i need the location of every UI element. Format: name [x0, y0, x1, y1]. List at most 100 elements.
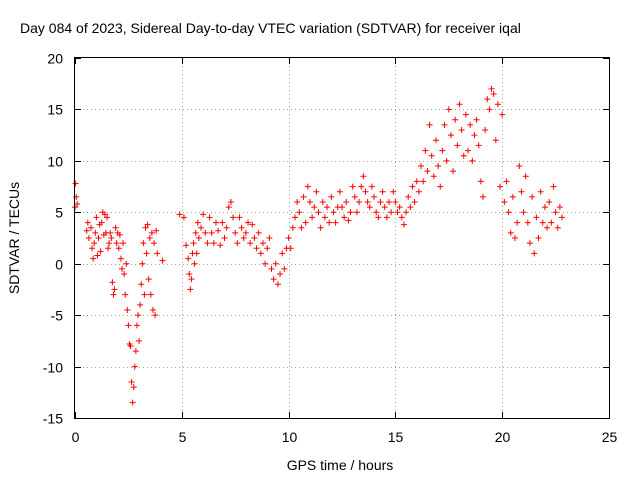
data-point — [313, 188, 320, 195]
data-point — [503, 178, 510, 185]
data-point — [105, 245, 112, 252]
data-point — [501, 199, 508, 205]
data-point — [249, 221, 256, 228]
data-point — [132, 348, 139, 355]
data-point — [144, 221, 151, 228]
data-point — [223, 224, 230, 231]
data-point — [98, 219, 105, 226]
data-point — [108, 235, 115, 241]
chart-title: Day 084 of 2023, Sidereal Day-to-day VTE… — [20, 20, 521, 36]
data-point — [518, 188, 525, 195]
data-point — [121, 271, 128, 277]
data-point — [194, 219, 201, 226]
data-point — [499, 111, 506, 118]
data-point — [375, 214, 382, 221]
data-point — [556, 204, 563, 211]
data-point — [217, 242, 224, 249]
data-point — [413, 178, 420, 185]
data-point — [153, 227, 160, 234]
data-point — [72, 180, 79, 187]
data-point — [492, 137, 499, 144]
data-point — [259, 240, 266, 247]
data-point — [522, 173, 529, 180]
data-point — [366, 204, 373, 211]
data-point — [212, 219, 219, 226]
data-point — [92, 229, 99, 236]
data-point — [204, 240, 211, 247]
x-tick-label: 5 — [179, 429, 187, 445]
y-tick-label: -10 — [43, 360, 63, 376]
data-point — [445, 106, 452, 113]
data-point — [321, 214, 328, 221]
x-tick-label: 25 — [602, 429, 618, 445]
data-point — [84, 219, 91, 226]
x-axis-label: GPS time / hours — [287, 457, 394, 473]
data-point — [277, 271, 284, 277]
data-point — [330, 209, 337, 216]
data-point — [458, 127, 465, 133]
data-point — [394, 209, 401, 216]
data-point — [145, 276, 152, 283]
data-point — [541, 204, 548, 211]
data-point — [467, 121, 474, 128]
data-point — [486, 106, 493, 113]
data-point — [104, 214, 111, 221]
data-point — [240, 235, 247, 241]
data-point — [349, 183, 356, 190]
data-point — [128, 379, 135, 385]
data-point — [142, 224, 149, 231]
data-point — [238, 224, 245, 231]
data-point — [516, 163, 523, 169]
data-point — [360, 173, 367, 180]
data-point — [186, 271, 193, 277]
data-point — [452, 116, 459, 123]
data-point — [332, 219, 339, 226]
data-point — [460, 152, 467, 159]
data-point — [390, 188, 397, 195]
data-point — [124, 307, 131, 313]
data-point — [287, 245, 294, 252]
data-point — [454, 142, 461, 149]
data-point — [285, 235, 292, 241]
data-point — [362, 188, 369, 195]
data-point — [336, 188, 343, 195]
data-point — [74, 201, 81, 208]
y-tick-label: -15 — [43, 411, 63, 427]
data-point — [405, 193, 412, 200]
data-point — [304, 183, 311, 190]
data-point — [345, 217, 352, 224]
data-point — [477, 178, 484, 185]
data-point — [230, 214, 237, 221]
data-point — [428, 152, 435, 159]
data-point — [279, 250, 286, 257]
data-point — [418, 163, 425, 169]
data-point — [317, 224, 324, 231]
data-point — [190, 240, 197, 247]
data-point — [195, 235, 202, 241]
y-axis-label: SDTVAR / TECUs — [6, 182, 22, 294]
data-point — [185, 255, 192, 262]
data-point — [450, 168, 457, 175]
data-point — [469, 157, 476, 164]
data-point — [122, 291, 129, 298]
data-point — [215, 227, 222, 234]
data-point — [341, 214, 348, 221]
y-tick-label: 20 — [47, 51, 63, 67]
data-point — [127, 343, 134, 349]
data-point — [407, 204, 414, 211]
data-point — [262, 260, 269, 267]
data-point — [430, 173, 437, 180]
data-point — [95, 235, 102, 241]
data-point — [319, 199, 326, 205]
data-point — [266, 235, 273, 241]
data-point — [115, 245, 122, 252]
data-point — [110, 291, 117, 298]
data-point — [154, 250, 161, 257]
data-point — [118, 265, 125, 272]
data-point — [371, 193, 378, 200]
data-point — [490, 91, 497, 97]
data-point — [120, 240, 127, 247]
data-point — [537, 188, 544, 195]
data-point — [193, 250, 200, 257]
data-point — [131, 363, 138, 370]
